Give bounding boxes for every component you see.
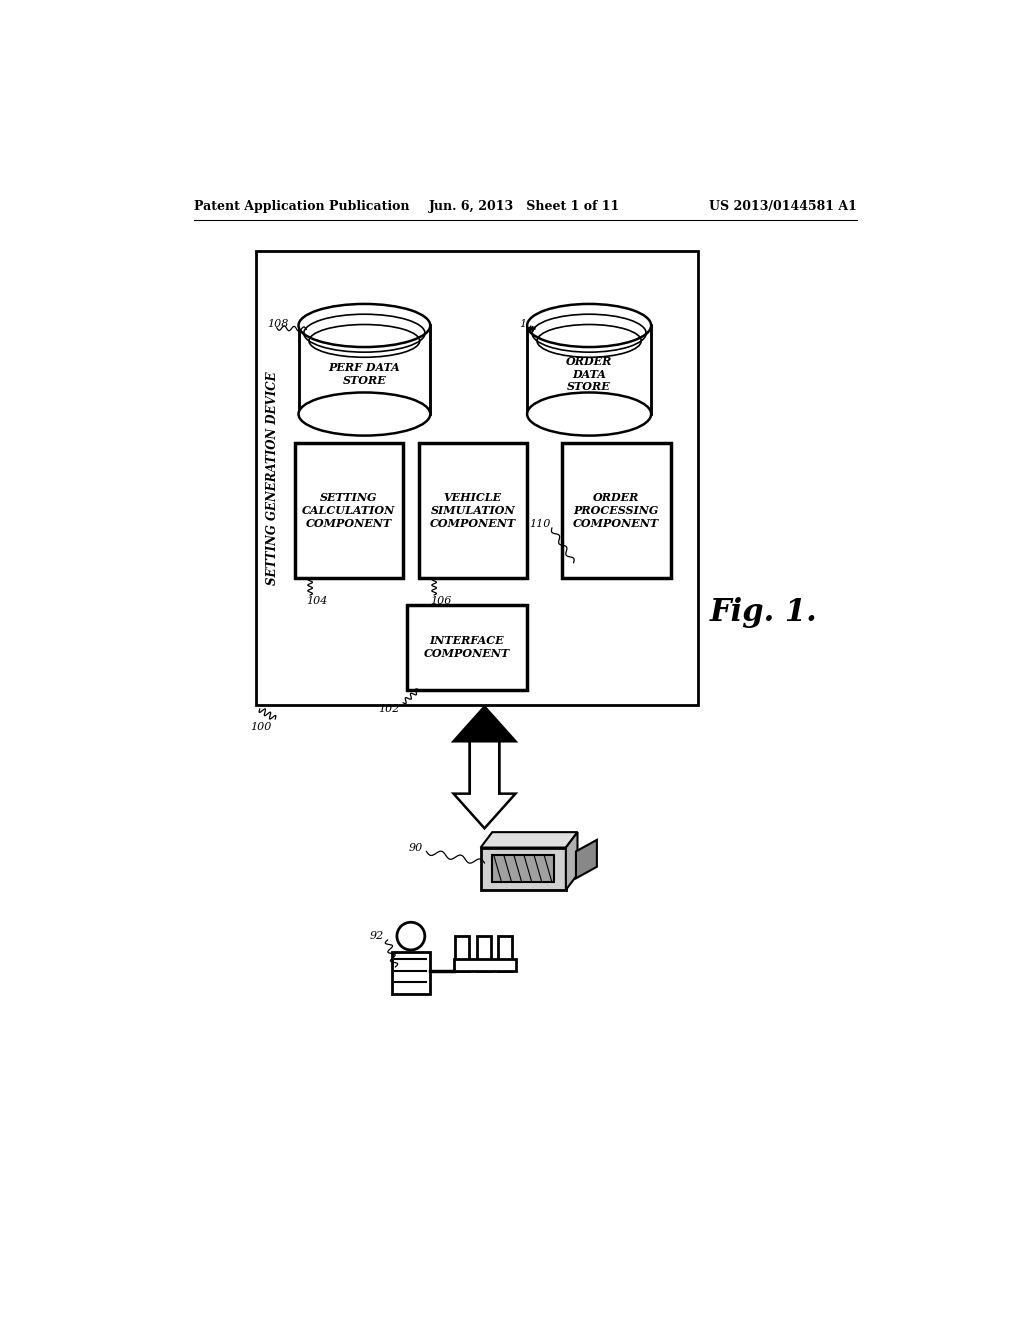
Circle shape bbox=[397, 923, 425, 950]
Text: Patent Application Publication: Patent Application Publication bbox=[194, 199, 410, 213]
Bar bbox=[455, 936, 469, 970]
Polygon shape bbox=[480, 832, 578, 847]
Bar bbox=[391, 952, 430, 994]
Text: Fig. 1.: Fig. 1. bbox=[710, 597, 817, 628]
Text: 102: 102 bbox=[378, 704, 399, 714]
Text: ORDER
DATA
STORE: ORDER DATA STORE bbox=[566, 356, 612, 392]
Polygon shape bbox=[454, 742, 515, 829]
Polygon shape bbox=[566, 832, 578, 890]
Polygon shape bbox=[575, 840, 597, 878]
Polygon shape bbox=[454, 706, 515, 793]
Text: 90: 90 bbox=[409, 842, 423, 853]
Ellipse shape bbox=[299, 392, 430, 436]
Ellipse shape bbox=[527, 392, 651, 436]
Bar bbox=[419, 444, 527, 578]
Polygon shape bbox=[493, 855, 554, 882]
Bar bbox=[499, 936, 512, 970]
Text: ORDER
PROCESSING
COMPONENT: ORDER PROCESSING COMPONENT bbox=[573, 492, 659, 529]
Bar bbox=[295, 444, 403, 578]
Polygon shape bbox=[454, 706, 515, 742]
Ellipse shape bbox=[527, 304, 651, 347]
Bar bbox=[477, 936, 490, 970]
Text: 104: 104 bbox=[306, 597, 328, 606]
Text: SETTING
CALCULATION
COMPONENT: SETTING CALCULATION COMPONENT bbox=[302, 492, 395, 529]
Text: Jun. 6, 2013   Sheet 1 of 11: Jun. 6, 2013 Sheet 1 of 11 bbox=[429, 199, 621, 213]
Text: 108: 108 bbox=[267, 319, 289, 329]
Text: 112: 112 bbox=[519, 319, 541, 329]
Text: 92: 92 bbox=[370, 931, 384, 941]
Text: 100: 100 bbox=[250, 722, 271, 731]
Text: PERF DATA
STORE: PERF DATA STORE bbox=[329, 362, 400, 385]
Bar bbox=[527, 326, 651, 414]
Bar bbox=[407, 605, 527, 689]
Ellipse shape bbox=[299, 304, 430, 347]
Text: 110: 110 bbox=[529, 519, 550, 529]
Bar bbox=[256, 251, 697, 705]
Polygon shape bbox=[480, 847, 566, 890]
Bar bbox=[299, 326, 430, 414]
Text: VEHICLE
SIMULATION
COMPONENT: VEHICLE SIMULATION COMPONENT bbox=[430, 492, 516, 529]
Bar bbox=[562, 444, 671, 578]
Bar bbox=[454, 960, 515, 970]
Text: 106: 106 bbox=[430, 597, 452, 606]
Text: SETTING GENERATION DEVICE: SETTING GENERATION DEVICE bbox=[266, 371, 280, 585]
Text: US 2013/0144581 A1: US 2013/0144581 A1 bbox=[709, 199, 856, 213]
Text: INTERFACE
COMPONENT: INTERFACE COMPONENT bbox=[424, 635, 510, 659]
